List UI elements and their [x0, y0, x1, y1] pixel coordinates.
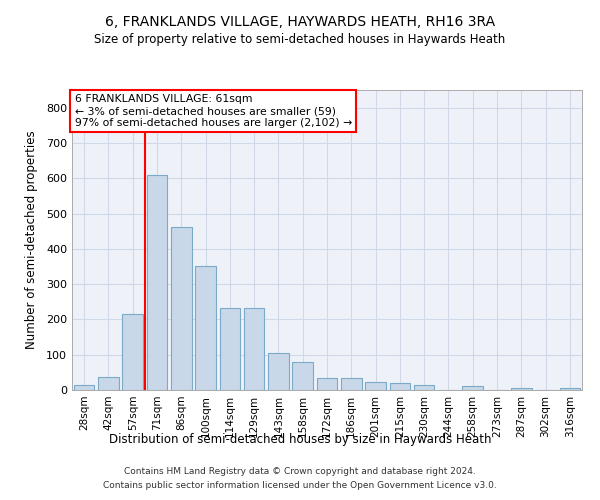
Bar — [195, 266, 216, 390]
Bar — [560, 388, 580, 390]
Bar — [171, 227, 191, 390]
Bar — [146, 174, 167, 390]
Y-axis label: Number of semi-detached properties: Number of semi-detached properties — [25, 130, 38, 350]
Text: Size of property relative to semi-detached houses in Haywards Heath: Size of property relative to semi-detach… — [94, 32, 506, 46]
Text: Distribution of semi-detached houses by size in Haywards Heath: Distribution of semi-detached houses by … — [109, 432, 491, 446]
Bar — [365, 382, 386, 390]
Bar — [244, 308, 265, 390]
Bar — [389, 383, 410, 390]
Text: Contains HM Land Registry data © Crown copyright and database right 2024.: Contains HM Land Registry data © Crown c… — [124, 468, 476, 476]
Bar — [268, 353, 289, 390]
Bar — [292, 362, 313, 390]
Bar — [463, 386, 483, 390]
Bar — [317, 378, 337, 390]
Text: 6 FRANKLANDS VILLAGE: 61sqm
← 3% of semi-detached houses are smaller (59)
97% of: 6 FRANKLANDS VILLAGE: 61sqm ← 3% of semi… — [74, 94, 352, 128]
Text: Contains public sector information licensed under the Open Government Licence v3: Contains public sector information licen… — [103, 481, 497, 490]
Bar — [98, 378, 119, 390]
Bar — [220, 308, 240, 390]
Bar — [74, 384, 94, 390]
Bar — [414, 386, 434, 390]
Text: 6, FRANKLANDS VILLAGE, HAYWARDS HEATH, RH16 3RA: 6, FRANKLANDS VILLAGE, HAYWARDS HEATH, R… — [105, 15, 495, 29]
Bar — [511, 388, 532, 390]
Bar — [341, 378, 362, 390]
Bar — [122, 314, 143, 390]
